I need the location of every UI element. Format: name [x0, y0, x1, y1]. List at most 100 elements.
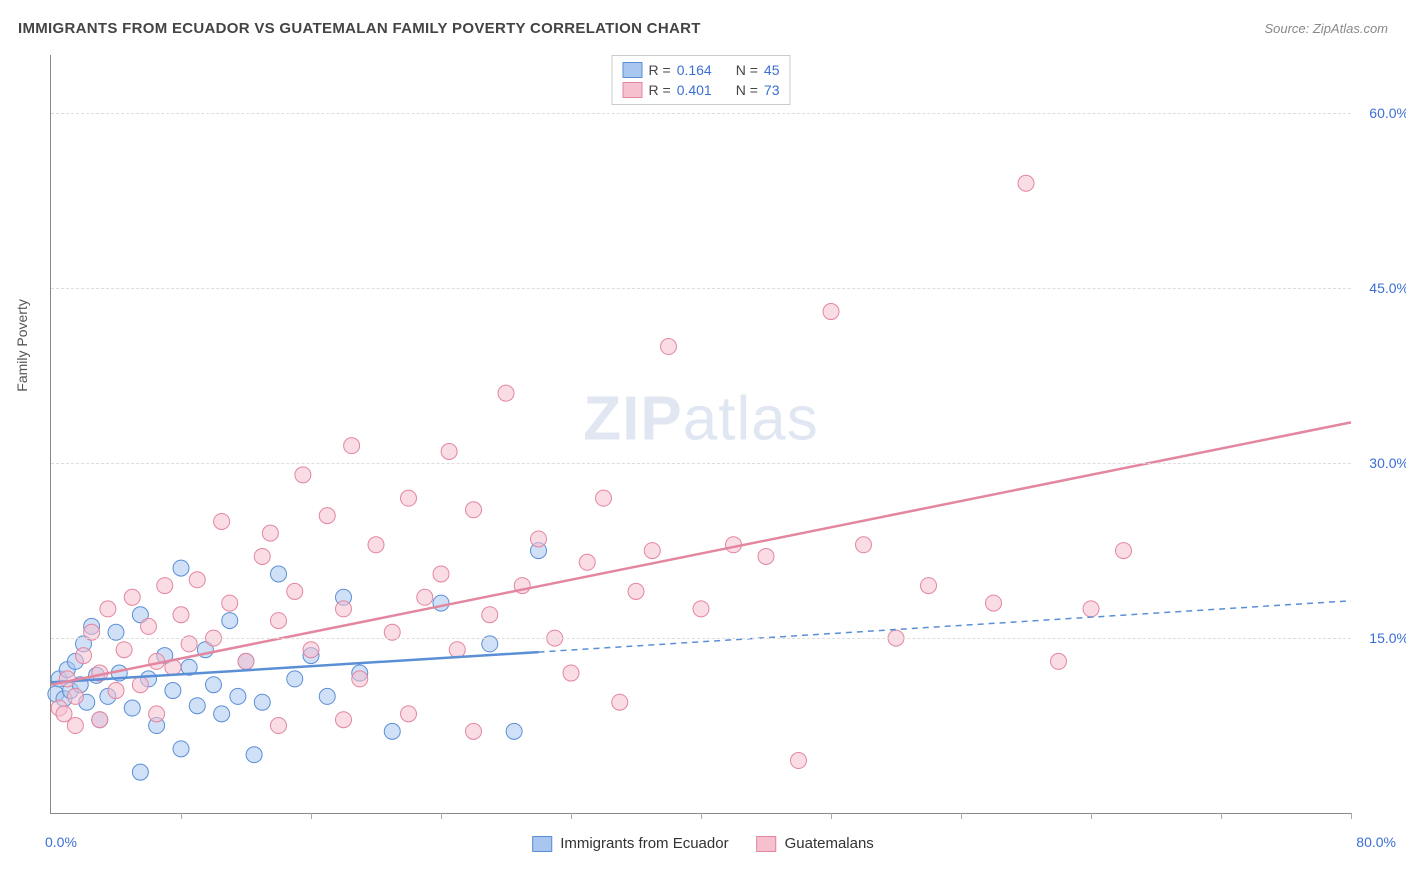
- legend-item-ecuador: Immigrants from Ecuador: [532, 835, 728, 852]
- data-point: [303, 642, 319, 658]
- gridline: [51, 113, 1351, 114]
- swatch-guatemalan-icon: [757, 836, 777, 852]
- x-tick: [571, 813, 572, 819]
- data-point: [173, 607, 189, 623]
- data-point: [76, 648, 92, 664]
- data-point: [449, 642, 465, 658]
- x-tick: [1221, 813, 1222, 819]
- data-point: [100, 601, 116, 617]
- data-point: [596, 490, 612, 506]
- source-label: Source: ZipAtlas.com: [1264, 21, 1388, 36]
- data-point: [59, 671, 75, 687]
- scatter-svg: [51, 55, 1351, 813]
- data-point: [1018, 175, 1034, 191]
- r-value-ecuador: 0.164: [677, 62, 712, 78]
- data-point: [238, 653, 254, 669]
- data-point: [108, 683, 124, 699]
- stats-row-ecuador: R = 0.164 N = 45: [623, 60, 780, 80]
- data-point: [206, 677, 222, 693]
- data-point: [466, 723, 482, 739]
- data-point: [352, 671, 368, 687]
- data-point: [214, 513, 230, 529]
- trend-line: [51, 422, 1351, 684]
- data-point: [441, 443, 457, 459]
- data-point: [67, 688, 83, 704]
- data-point: [612, 694, 628, 710]
- r-label: R =: [649, 62, 671, 78]
- data-point: [336, 712, 352, 728]
- x-axis-min-label: 0.0%: [45, 834, 77, 850]
- data-point: [344, 438, 360, 454]
- data-point: [287, 671, 303, 687]
- plot-area: ZIPatlas R = 0.164 N = 45 R = 0.401 N = …: [50, 55, 1351, 814]
- x-axis-max-label: 80.0%: [1356, 834, 1396, 850]
- data-point: [1116, 543, 1132, 559]
- data-point: [189, 698, 205, 714]
- data-point: [92, 712, 108, 728]
- data-point: [254, 694, 270, 710]
- x-tick: [181, 813, 182, 819]
- data-point: [823, 304, 839, 320]
- data-point: [173, 741, 189, 757]
- data-point: [466, 502, 482, 518]
- data-point: [132, 677, 148, 693]
- y-axis-title: Family Poverty: [14, 299, 30, 392]
- data-point: [141, 618, 157, 634]
- r-value-guatemalan: 0.401: [677, 82, 712, 98]
- legend-label-guatemalan: Guatemalans: [785, 835, 874, 852]
- data-point: [401, 706, 417, 722]
- r-label: R =: [649, 82, 671, 98]
- data-point: [271, 613, 287, 629]
- data-point: [791, 753, 807, 769]
- data-point: [628, 583, 644, 599]
- data-point: [498, 385, 514, 401]
- legend-label-ecuador: Immigrants from Ecuador: [560, 835, 728, 852]
- data-point: [506, 723, 522, 739]
- gridline: [51, 288, 1351, 289]
- data-point: [189, 572, 205, 588]
- y-tick-label: 15.0%: [1369, 630, 1406, 646]
- data-point: [644, 543, 660, 559]
- data-point: [56, 706, 72, 722]
- chart-container: IMMIGRANTS FROM ECUADOR VS GUATEMALAN FA…: [0, 0, 1406, 892]
- chart-title: IMMIGRANTS FROM ECUADOR VS GUATEMALAN FA…: [18, 20, 701, 37]
- data-point: [986, 595, 1002, 611]
- x-tick: [961, 813, 962, 819]
- data-point: [531, 531, 547, 547]
- data-point: [222, 595, 238, 611]
- y-tick-label: 30.0%: [1369, 455, 1406, 471]
- data-point: [758, 548, 774, 564]
- x-tick: [1351, 813, 1352, 819]
- data-point: [921, 578, 937, 594]
- trend-line-extension: [539, 601, 1352, 652]
- data-point: [482, 607, 498, 623]
- data-point: [173, 560, 189, 576]
- data-point: [336, 601, 352, 617]
- series-legend: Immigrants from Ecuador Guatemalans: [532, 835, 874, 852]
- swatch-ecuador-icon: [532, 836, 552, 852]
- gridline: [51, 463, 1351, 464]
- legend-item-guatemalan: Guatemalans: [757, 835, 874, 852]
- data-point: [433, 595, 449, 611]
- y-tick-label: 60.0%: [1369, 105, 1406, 121]
- stats-row-guatemalan: R = 0.401 N = 73: [623, 80, 780, 100]
- data-point: [417, 589, 433, 605]
- data-point: [384, 723, 400, 739]
- data-point: [271, 566, 287, 582]
- data-point: [693, 601, 709, 617]
- data-point: [579, 554, 595, 570]
- data-point: [433, 566, 449, 582]
- data-point: [246, 747, 262, 763]
- data-point: [271, 718, 287, 734]
- data-point: [116, 642, 132, 658]
- n-label: N =: [736, 82, 758, 98]
- swatch-ecuador: [623, 62, 643, 78]
- data-point: [1083, 601, 1099, 617]
- data-point: [132, 764, 148, 780]
- gridline: [51, 638, 1351, 639]
- data-point: [856, 537, 872, 553]
- data-point: [319, 688, 335, 704]
- x-tick: [1091, 813, 1092, 819]
- data-point: [262, 525, 278, 541]
- data-point: [287, 583, 303, 599]
